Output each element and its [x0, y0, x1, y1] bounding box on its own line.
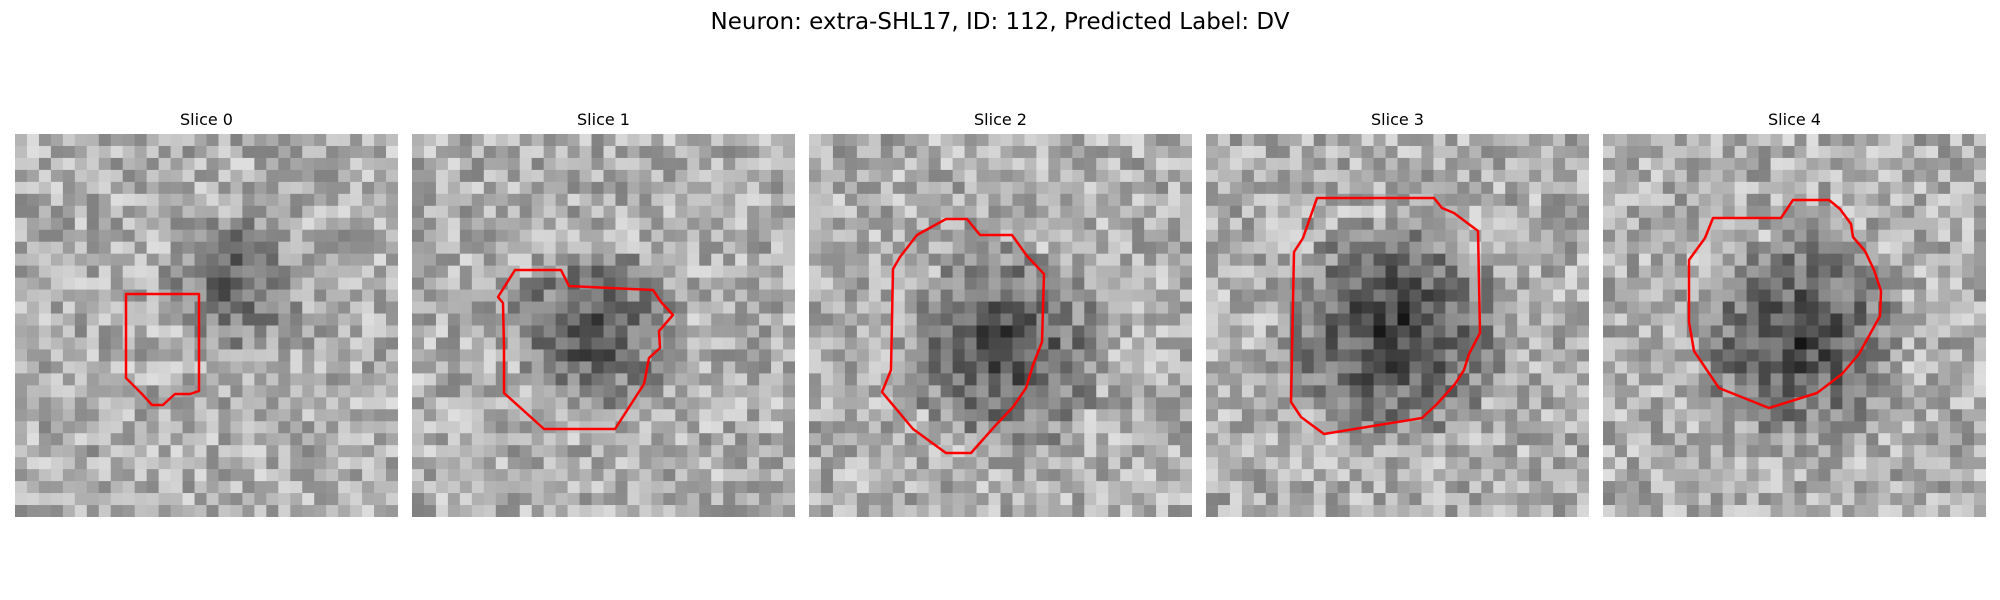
cell-contour — [1289, 196, 1482, 436]
slice-title-4: Slice 4 — [1768, 110, 1821, 129]
figure-title: Neuron: extra-SHL17, ID: 112, Predicted … — [710, 9, 1290, 35]
cell-contour — [880, 217, 1046, 455]
slice-pixels — [15, 134, 398, 517]
slice-image-4 — [1603, 134, 1986, 517]
slice-pixels — [1206, 134, 1589, 517]
slice-panel-1: Slice 1 — [412, 108, 795, 517]
slice-panel-3: Slice 3 — [1206, 108, 1589, 517]
slice-image-2 — [809, 134, 1192, 517]
slice-image-3 — [1206, 134, 1589, 517]
slice-pixels — [1603, 134, 1986, 517]
slice-title-3: Slice 3 — [1371, 110, 1424, 129]
cell-contour — [496, 268, 675, 431]
slice-pixels — [809, 134, 1192, 517]
slice-title-0: Slice 0 — [180, 110, 233, 129]
slice-title-1: Slice 1 — [577, 110, 630, 129]
cell-contour — [124, 292, 201, 407]
cell-contour — [1687, 198, 1883, 410]
slice-image-1 — [412, 134, 795, 517]
slice-image-0 — [15, 134, 398, 517]
slice-panel-2: Slice 2 — [809, 108, 1192, 517]
slice-panel-0: Slice 0 — [15, 108, 398, 517]
slice-panel-4: Slice 4 — [1603, 108, 1986, 517]
slice-title-2: Slice 2 — [974, 110, 1027, 129]
slice-pixels — [412, 134, 795, 517]
